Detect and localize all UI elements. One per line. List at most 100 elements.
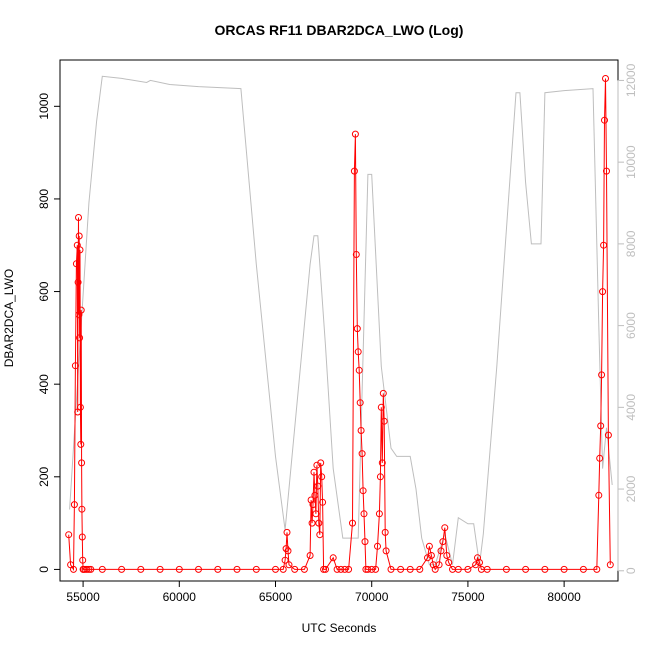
y-tick-label: 600 <box>37 281 51 301</box>
data-point <box>282 545 290 553</box>
data-point <box>424 554 431 562</box>
data-point <box>76 334 84 342</box>
data-point <box>78 459 86 467</box>
data-point <box>319 498 327 506</box>
secondary-series <box>69 75 613 566</box>
data-point <box>77 440 85 448</box>
data-point <box>65 531 73 539</box>
y-tick-label: 400 <box>37 374 51 394</box>
data-point <box>315 519 323 527</box>
y2-axis: 0 2000 4000 6000 8000 10000 12000 <box>617 63 638 574</box>
data-point <box>87 565 95 573</box>
data-point <box>281 556 289 564</box>
data-point <box>341 565 349 573</box>
data-point <box>439 538 447 546</box>
x-tick-label: 60000 <box>163 590 197 604</box>
y-axis-label: DBAR2DCA_LWO <box>2 269 16 367</box>
data-point <box>454 565 462 573</box>
data-point <box>75 214 82 221</box>
primary-points <box>65 75 614 573</box>
x-tick-label: 65000 <box>259 590 293 604</box>
data-point <box>313 461 321 469</box>
data-point <box>375 510 383 518</box>
data-point <box>83 565 91 573</box>
data-point <box>406 565 414 573</box>
y2-tick-label: 8000 <box>624 230 638 257</box>
data-point <box>483 565 491 573</box>
data-point <box>599 288 607 296</box>
data-point <box>175 565 183 573</box>
data-point <box>322 565 329 573</box>
data-point <box>76 246 84 254</box>
chart-title: ORCAS RF11 DBAR2DCA_LWO (Log) <box>215 22 464 38</box>
data-point <box>285 561 293 569</box>
data-point <box>381 528 389 536</box>
secondary-series-line <box>69 75 613 566</box>
data-point <box>284 547 292 555</box>
data-point <box>464 565 472 573</box>
data-point <box>353 325 361 333</box>
data-point <box>233 565 241 573</box>
data-point <box>358 450 366 458</box>
data-point <box>431 565 439 573</box>
data-point <box>606 561 614 569</box>
data-point <box>75 232 83 240</box>
data-point <box>579 565 587 573</box>
data-point <box>377 403 385 411</box>
data-point <box>604 431 612 439</box>
x-tick-label: 55000 <box>66 590 100 604</box>
data-point <box>308 519 316 527</box>
y-tick-label: 1000 <box>37 93 51 120</box>
data-point <box>437 547 445 555</box>
data-point <box>382 547 390 555</box>
x-tick-label: 70000 <box>355 590 389 604</box>
data-point <box>329 554 337 562</box>
data-point <box>472 561 480 569</box>
data-point <box>76 403 84 411</box>
data-point <box>85 565 93 573</box>
data-point <box>598 371 606 379</box>
data-point <box>309 501 317 509</box>
data-point <box>306 552 314 559</box>
x-tick-label: 80000 <box>547 590 581 604</box>
data-point <box>79 556 87 564</box>
data-point <box>70 565 77 573</box>
data-point <box>397 565 405 573</box>
data-point <box>350 167 358 175</box>
data-point <box>317 459 325 467</box>
data-point <box>359 487 367 495</box>
data-point <box>541 565 549 573</box>
data-point <box>352 251 360 258</box>
data-point <box>593 565 601 573</box>
data-point <box>78 533 86 541</box>
data-point <box>427 552 435 559</box>
data-point <box>156 565 164 573</box>
data-point <box>441 524 449 532</box>
data-point <box>601 116 608 124</box>
y2-tick-label: 12000 <box>624 63 638 97</box>
data-point <box>356 399 364 407</box>
data-point <box>361 538 369 546</box>
data-point <box>78 505 86 513</box>
data-point <box>291 565 299 573</box>
data-point <box>378 459 386 467</box>
data-point <box>360 510 368 518</box>
x-tick-label: 75000 <box>451 590 485 604</box>
data-point <box>380 417 388 425</box>
data-point <box>560 565 568 573</box>
data-point <box>195 565 202 573</box>
data-point <box>379 389 387 397</box>
data-point <box>349 519 356 527</box>
data-point <box>596 454 604 462</box>
data-point <box>354 348 362 356</box>
data-point <box>311 491 319 499</box>
data-point <box>425 542 433 550</box>
data-point <box>600 241 608 249</box>
y2-tick-label: 0 <box>624 567 638 574</box>
data-point <box>77 306 85 314</box>
data-point <box>214 565 222 573</box>
data-point <box>445 559 453 566</box>
data-point <box>252 565 260 573</box>
